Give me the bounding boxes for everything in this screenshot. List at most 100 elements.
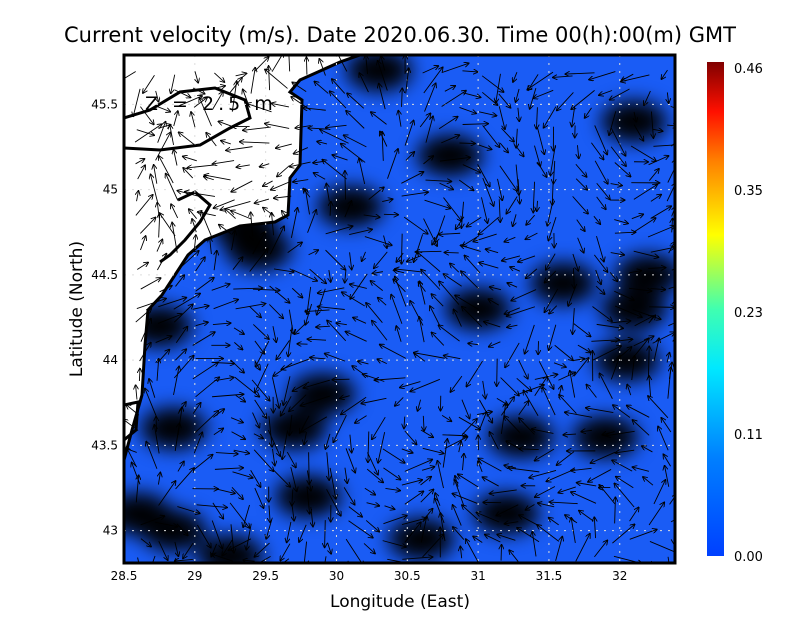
velocity-arrow xyxy=(329,269,331,282)
velocity-arrow xyxy=(155,336,172,343)
velocity-arrow xyxy=(134,124,161,143)
velocity-arrow xyxy=(355,415,367,423)
velocity-arrow xyxy=(506,196,518,214)
velocity-arrow xyxy=(235,73,247,75)
velocity-arrow xyxy=(383,467,400,480)
velocity-arrow xyxy=(348,520,373,538)
velocity-arrow xyxy=(277,165,290,176)
velocity-arrow xyxy=(610,321,631,323)
velocity-arrow xyxy=(418,399,421,411)
velocity-arrow xyxy=(372,321,388,341)
velocity-arrow xyxy=(438,117,458,130)
velocity-arrow xyxy=(650,289,665,290)
velocity-arrow xyxy=(192,455,212,471)
velocity-arrow xyxy=(400,381,421,388)
velocity-arrow xyxy=(157,359,159,381)
velocity-arrow xyxy=(481,75,503,92)
velocity-arrow xyxy=(499,165,517,191)
velocity-arrow xyxy=(629,271,641,273)
velocity-arrow xyxy=(658,426,669,451)
velocity-arrow xyxy=(350,252,352,269)
velocity-arrow xyxy=(460,546,461,559)
velocity-arrow xyxy=(305,189,310,215)
velocity-arrow xyxy=(439,157,470,162)
velocity-arrow xyxy=(290,467,297,491)
velocity-arrow xyxy=(283,376,291,405)
velocity-arrow xyxy=(610,184,622,186)
velocity-arrow xyxy=(461,399,470,419)
velocity-arrow xyxy=(414,353,445,359)
velocity-arrow xyxy=(359,159,366,185)
velocity-arrow xyxy=(610,253,624,255)
velocity-arrow xyxy=(498,93,511,108)
velocity-arrow xyxy=(502,255,521,261)
velocity-arrow xyxy=(458,179,473,190)
velocity-arrow xyxy=(199,98,212,127)
velocity-arrow xyxy=(292,82,307,92)
velocity-arrow xyxy=(600,373,613,399)
velocity-arrow xyxy=(616,477,634,489)
velocity-arrow xyxy=(325,249,346,270)
velocity-arrow xyxy=(461,419,477,436)
velocity-arrow xyxy=(548,216,557,240)
velocity-arrow xyxy=(325,354,346,362)
velocity-arrow xyxy=(306,57,307,75)
velocity-arrow xyxy=(140,278,161,290)
velocity-arrow xyxy=(508,468,540,473)
velocity-arrow xyxy=(612,460,633,472)
coast-outline xyxy=(124,400,140,442)
velocity-arrow xyxy=(319,59,326,76)
velocity-arrow xyxy=(432,333,445,346)
velocity-arrow xyxy=(483,380,486,399)
velocity-arrow xyxy=(613,405,631,418)
velocity-arrow xyxy=(171,74,176,94)
velocity-arrow xyxy=(591,142,603,160)
velocity-arrow xyxy=(176,523,188,536)
velocity-arrow xyxy=(282,430,288,459)
velocity-arrow xyxy=(143,75,155,93)
velocity-arrow xyxy=(243,560,255,561)
velocity-arrow xyxy=(581,430,592,431)
velocity-arrow xyxy=(516,128,517,148)
velocity-arrow xyxy=(158,473,160,485)
chart-title: Current velocity (m/s). Date 2020.06.30.… xyxy=(64,23,736,47)
velocity-arrow xyxy=(599,485,616,505)
velocity-arrow xyxy=(140,106,153,125)
velocity-arrow xyxy=(396,326,402,342)
velocity-arrow xyxy=(276,143,292,148)
velocity-arrow xyxy=(195,377,220,398)
velocity-arrow xyxy=(482,91,497,105)
velocity-arrow xyxy=(614,232,636,233)
velocity-arrow xyxy=(365,561,367,563)
velocity-arrow xyxy=(124,420,139,431)
velocity-arrow xyxy=(621,74,650,82)
velocity-arrow xyxy=(577,344,591,352)
velocity-arrow xyxy=(378,431,386,463)
velocity-arrow xyxy=(417,252,441,272)
velocity-arrow xyxy=(158,481,176,506)
velocity-arrow xyxy=(424,83,436,112)
velocity-arrow xyxy=(272,469,290,487)
velocity-arrow xyxy=(500,377,519,396)
velocity-arrow xyxy=(485,535,501,543)
velocity-arrow xyxy=(345,171,346,200)
velocity-arrow xyxy=(479,263,499,269)
velocity-arrow xyxy=(350,284,367,289)
velocity-arrow xyxy=(405,68,409,94)
velocity-arrow xyxy=(441,414,451,421)
velocity-arrow xyxy=(361,397,387,403)
velocity-arrow xyxy=(135,195,153,216)
velocity-arrow xyxy=(661,69,668,79)
velocity-arrow xyxy=(575,163,587,177)
velocity-arrow xyxy=(330,91,347,109)
velocity-arrow xyxy=(553,160,554,183)
velocity-arrow xyxy=(269,304,283,318)
velocity-arrow xyxy=(507,283,518,288)
velocity-arrow xyxy=(325,520,326,547)
velocity-arrow xyxy=(272,103,290,108)
velocity-arrow xyxy=(643,477,654,486)
velocity-arrow xyxy=(252,412,260,428)
velocity-arrow xyxy=(455,480,465,507)
velocity-arrow xyxy=(157,314,182,324)
velocity-arrow xyxy=(466,360,483,386)
